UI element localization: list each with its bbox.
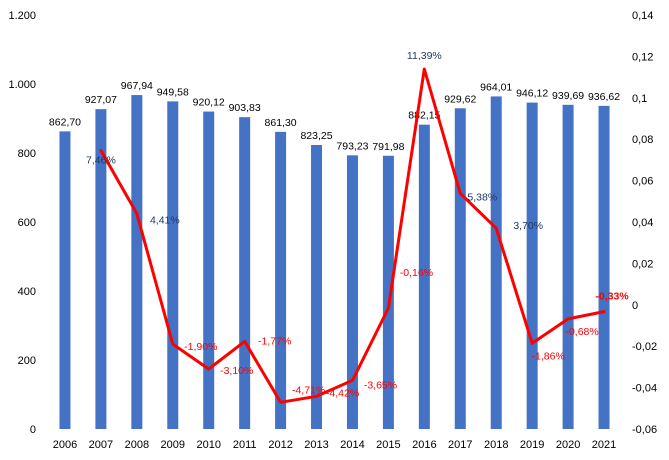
bar-2020 — [562, 104, 574, 430]
left-tick-800: 800 — [18, 148, 36, 160]
bar-2016 — [418, 124, 430, 429]
percent-label-2019: -1,86% — [532, 350, 565, 362]
x-tick-2019: 2019 — [520, 439, 544, 451]
bar-series — [59, 95, 610, 430]
left-tick-0: 0 — [30, 424, 36, 436]
bar-label-2009: 949,58 — [157, 86, 189, 98]
bar-label-2020: 939,69 — [552, 90, 584, 102]
bar-2010 — [203, 111, 215, 430]
bar-label-2013: 823,25 — [300, 130, 332, 142]
right-tick--0.02: -0,02 — [632, 341, 657, 353]
bar-2008 — [131, 95, 143, 429]
right-tick-0.08: 0,08 — [632, 134, 653, 146]
right-tick-0: 0 — [632, 300, 638, 312]
x-tick-2021: 2021 — [592, 439, 616, 451]
percent-label-2015: -0,16% — [400, 267, 433, 279]
percent-label-2008: 4,41% — [150, 215, 180, 227]
x-tick-2007: 2007 — [89, 439, 113, 451]
right-tick--0.04: -0,04 — [632, 383, 657, 395]
bar-label-2010: 920,12 — [193, 97, 225, 109]
percent-label-2012: -4,71% — [292, 384, 325, 396]
bar-2012 — [275, 131, 287, 429]
percent-label-2018: 3,70% — [513, 220, 543, 232]
bar-2019 — [526, 102, 538, 430]
x-tick-2012: 2012 — [268, 439, 292, 451]
bar-value-labels: 862,70 927,07 967,94 949,58 920,12 903,83 861,… — [49, 80, 620, 153]
x-tick-2015: 2015 — [376, 439, 400, 451]
bar-label-2012: 861,30 — [265, 117, 297, 129]
percent-change-line — [99, 67, 606, 404]
percent-labels: 7,46% 4,41% -1,90%-3,10% -1,77% -4,71% -4,42%… — [86, 50, 629, 399]
left-tick-1200: 1.200 — [8, 10, 36, 22]
bar-2011 — [239, 117, 251, 429]
x-tick-2017: 2017 — [448, 439, 472, 451]
left-tick-600: 600 — [18, 217, 36, 229]
bar-2015 — [382, 155, 394, 429]
x-tick-2020: 2020 — [556, 439, 580, 451]
bar-label-2011: 903,83 — [229, 102, 261, 114]
left-tick-1000: 1.000 — [8, 79, 36, 91]
left-tick-200: 200 — [18, 355, 36, 367]
x-tick-2008: 2008 — [125, 439, 149, 451]
bar-label-2015: 791,98 — [372, 141, 404, 153]
percent-label-2013: -4,42% — [326, 387, 359, 399]
bar-2021 — [598, 105, 610, 430]
right-tick-0.12: 0,12 — [632, 51, 653, 63]
bar-2006 — [59, 131, 71, 429]
bar-2014 — [346, 155, 358, 430]
percent-label-2017: 5,38% — [467, 191, 497, 203]
bar-label-2007: 927,07 — [85, 94, 117, 106]
bar-label-2014: 793,23 — [336, 140, 368, 152]
x-tick-2009: 2009 — [161, 439, 185, 451]
x-tick-2006: 2006 — [53, 439, 77, 451]
right-tick-0.02: 0,02 — [632, 258, 653, 270]
x-axis-tick-labels: 2006 2007 2008 2009 2010 2011 2012 2013 2014 2015… — [53, 439, 617, 451]
percent-label-2020: -0,68% — [565, 326, 598, 338]
x-tick-2014: 2014 — [340, 439, 364, 451]
bar-label-2019: 946,12 — [516, 88, 548, 100]
right-tick--0.06: -0,06 — [632, 424, 657, 436]
x-tick-2010: 2010 — [196, 439, 220, 451]
x-tick-2018: 2018 — [484, 439, 508, 451]
percent-label-2010: -3,10% — [220, 365, 253, 377]
bar-2013 — [311, 144, 323, 429]
x-tick-2011: 2011 — [233, 439, 257, 451]
right-tick-0.1: 0,1 — [632, 93, 647, 105]
right-tick-0.04: 0,04 — [632, 217, 653, 229]
left-tick-400: 400 — [18, 286, 36, 298]
bar-label-2008: 967,94 — [121, 80, 153, 92]
bar-2017 — [454, 108, 466, 429]
bar-label-2006: 862,70 — [49, 116, 81, 128]
bar-label-2021: 936,62 — [588, 91, 620, 103]
right-axis-tick-labels: -0,06 -0,04 -0,02 0 0,02 0,04 0,06 0,08 0,1 0,12 0… — [632, 10, 657, 436]
percent-label-2011: -1,77% — [258, 335, 291, 347]
right-tick-0.06: 0,06 — [632, 176, 653, 188]
bar-2009 — [167, 101, 179, 429]
percent-label-2021: -0,33% — [595, 291, 629, 303]
x-tick-2016: 2016 — [412, 439, 436, 451]
bar-2007 — [95, 109, 107, 429]
x-tick-2013: 2013 — [304, 439, 328, 451]
bar-2018 — [490, 96, 502, 429]
right-tick-0.14: 0,14 — [632, 10, 653, 22]
bar-label-2018: 964,01 — [480, 81, 512, 93]
left-axis-tick-labels: 0 200 400 600 800 1.000 1.200 — [8, 10, 36, 436]
percent-label-2016: 11,39% — [407, 50, 442, 62]
percent-label-2014: -3,65% — [364, 379, 397, 391]
percent-label-2009: -1,90% — [184, 341, 217, 353]
bar-label-2017: 929,62 — [444, 93, 476, 105]
percent-label-2007: 7,46% — [86, 154, 116, 166]
